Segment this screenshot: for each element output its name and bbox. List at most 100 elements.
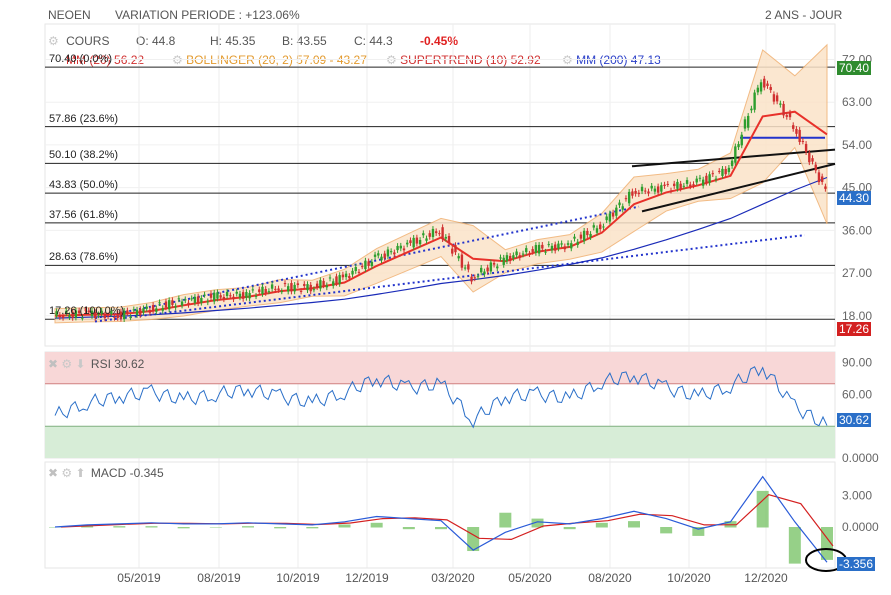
gear-icon[interactable]: ⚙ [61,466,73,480]
fibonacci-label: 17.26 (100.0%) [49,305,125,318]
gear-icon[interactable]: ⚙ [172,53,183,67]
candle-body [698,177,702,179]
candle-body [740,134,743,146]
gear-icon[interactable]: ⚙ [61,357,73,371]
candle-body [531,249,534,252]
candle-body [360,266,364,268]
candle-body [615,207,618,216]
candle-body [798,129,801,143]
candle-body [148,310,152,313]
candle-body [81,317,84,319]
candle-body [328,277,332,279]
candle-body [258,289,261,293]
bollinger-fill [54,43,828,324]
candle-body [637,192,641,195]
candle-body [640,186,644,192]
candle-body [280,291,283,293]
bollinger-band [54,43,828,324]
candle-body [180,301,184,306]
macd-label: MACD [90,466,127,480]
macd-histogram-bar [692,527,705,536]
gear-icon[interactable]: ⚙ [562,53,573,67]
candle-body [116,313,119,319]
candle-body [624,198,628,200]
mm20-legend: MM (20) 56.22 [66,53,144,67]
candle-body [396,245,399,251]
candle-body [309,284,312,292]
candle-body [457,256,460,259]
candle-body [730,160,734,167]
candle-body [438,233,441,235]
candle-body [579,234,583,239]
candle-body [746,115,750,128]
candle-body [463,267,467,269]
supertrend-legend: ⚙ SUPERTREND (10) 52.92 [386,53,541,67]
rsi-oversold-zone [45,426,835,458]
candle-body [232,296,235,300]
gear-icon[interactable]: ⚙ [48,34,59,48]
macd-histogram-bar [177,527,190,529]
candle-body [241,292,245,299]
candle-body [718,170,721,172]
rsi-legend: ✖ ⚙ ⬇ RSI 30.62 [48,357,144,371]
macd-frame [44,461,836,569]
macd-histogram-bar [499,512,512,528]
candle-body [595,228,599,233]
timeframe-label[interactable]: 2 ANS - JOUR [765,8,843,22]
x-tick-label: 08/2020 [588,571,632,585]
y-tick-label: 36.00 [842,223,872,237]
candle-body [132,309,136,311]
arrow-up-icon[interactable]: ⬆ [75,466,86,480]
fibonacci-lines [45,66,835,320]
candle-body [315,283,319,288]
candle-body [238,293,242,298]
candle-body [277,288,280,291]
candle-body [669,190,673,192]
mm200-label: MM (200) [576,53,628,67]
candle-body [338,275,341,284]
x-tick-label: 12/2019 [345,571,389,585]
candle-body [103,314,107,319]
x-tick-label: 08/2019 [197,571,241,585]
gear-icon[interactable]: ⚙ [386,53,397,67]
candle-body [676,181,679,189]
candle-body [779,103,782,105]
candle-body [602,226,605,228]
close-icon[interactable]: ✖ [48,357,59,371]
close-icon[interactable]: ✖ [48,466,59,480]
candle-body [708,174,711,183]
candle-body [792,125,795,129]
candle-body [508,255,512,262]
fibonacci-label: 43.83 (50.0%) [49,179,119,192]
macd-histogram-bar [113,526,126,528]
y-tick-label: 54.00 [842,138,872,152]
candle-body [351,270,354,275]
x-tick-label: 03/2020 [431,571,475,585]
x-tick-label: 10/2019 [276,571,320,585]
candle-body [647,191,650,194]
high-value: H: 45.35 [210,34,256,48]
candle-body [525,248,528,253]
rsi-panel: 90.00 60.00 0.0000 [44,351,879,465]
candle-body [820,176,824,182]
candle-body [303,283,306,287]
candle-body [788,112,792,118]
candle-body [428,233,431,237]
candle-body [627,191,631,204]
y-tick-label: 18.00 [842,309,872,323]
candle-body [492,262,496,265]
candle-body [534,245,538,253]
macd-histogram-bar [370,522,383,528]
candle-body [759,82,763,92]
candle-body [611,212,615,217]
rsi-tick-label: 0.0000 [842,451,879,465]
arrow-down-icon[interactable]: ⬇ [75,357,86,371]
candle-body [158,302,161,304]
candle-body [653,188,657,192]
candle-body [750,108,753,111]
candle-body [496,266,499,269]
candle-body [254,295,258,297]
price-series [54,110,828,319]
